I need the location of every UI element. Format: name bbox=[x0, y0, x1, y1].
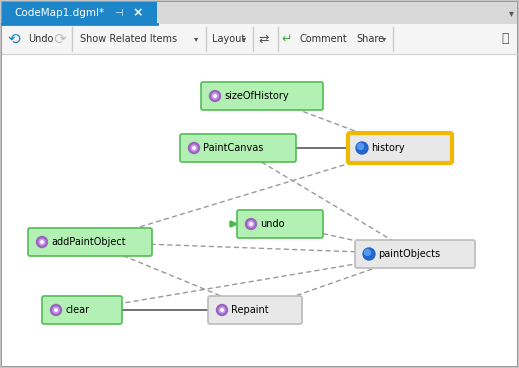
FancyBboxPatch shape bbox=[42, 296, 122, 324]
Text: ⇄: ⇄ bbox=[259, 32, 269, 46]
FancyBboxPatch shape bbox=[201, 82, 323, 110]
Text: Undo: Undo bbox=[28, 34, 53, 44]
FancyBboxPatch shape bbox=[208, 296, 302, 324]
Text: ▾: ▾ bbox=[382, 35, 386, 43]
Circle shape bbox=[250, 223, 252, 225]
Circle shape bbox=[221, 309, 223, 311]
Text: ▾: ▾ bbox=[509, 8, 513, 18]
FancyBboxPatch shape bbox=[237, 210, 323, 238]
Text: ▾: ▾ bbox=[242, 35, 246, 43]
FancyBboxPatch shape bbox=[180, 134, 296, 162]
Text: addPaintObject: addPaintObject bbox=[51, 237, 126, 247]
FancyBboxPatch shape bbox=[355, 240, 475, 268]
Text: history: history bbox=[371, 143, 405, 153]
FancyBboxPatch shape bbox=[2, 2, 157, 24]
Circle shape bbox=[245, 219, 256, 230]
Circle shape bbox=[216, 304, 227, 315]
Text: clear: clear bbox=[65, 305, 89, 315]
Text: ⊣: ⊣ bbox=[114, 8, 122, 18]
FancyBboxPatch shape bbox=[2, 24, 517, 54]
Text: ▾: ▾ bbox=[194, 35, 198, 43]
Text: ×: × bbox=[133, 7, 143, 20]
FancyBboxPatch shape bbox=[2, 54, 517, 366]
Circle shape bbox=[214, 95, 216, 97]
Circle shape bbox=[210, 91, 221, 102]
Circle shape bbox=[212, 93, 218, 99]
Circle shape bbox=[248, 221, 254, 227]
Circle shape bbox=[191, 145, 197, 151]
Text: ⛶: ⛶ bbox=[501, 32, 509, 46]
Text: ↵: ↵ bbox=[282, 32, 292, 46]
Text: paintObjects: paintObjects bbox=[378, 249, 440, 259]
FancyBboxPatch shape bbox=[28, 228, 152, 256]
Text: sizeOfHistory: sizeOfHistory bbox=[224, 91, 289, 101]
Text: Share: Share bbox=[356, 34, 384, 44]
Text: Repaint: Repaint bbox=[231, 305, 269, 315]
Circle shape bbox=[39, 239, 45, 245]
Text: ⟳: ⟳ bbox=[53, 32, 66, 46]
Circle shape bbox=[36, 237, 48, 248]
Circle shape bbox=[41, 241, 43, 243]
FancyBboxPatch shape bbox=[348, 133, 452, 163]
Text: Comment: Comment bbox=[300, 34, 348, 44]
Text: PaintCanvas: PaintCanvas bbox=[203, 143, 263, 153]
Circle shape bbox=[219, 307, 225, 313]
Circle shape bbox=[358, 144, 363, 149]
Text: CodeMap1.dgml*: CodeMap1.dgml* bbox=[14, 8, 104, 18]
Circle shape bbox=[363, 248, 375, 260]
Text: undo: undo bbox=[260, 219, 284, 229]
Circle shape bbox=[55, 309, 57, 311]
Text: Show Related Items: Show Related Items bbox=[80, 34, 177, 44]
Text: Layout: Layout bbox=[212, 34, 245, 44]
Circle shape bbox=[188, 142, 199, 153]
Circle shape bbox=[356, 142, 368, 154]
Circle shape bbox=[364, 250, 371, 255]
FancyBboxPatch shape bbox=[2, 2, 517, 24]
Circle shape bbox=[53, 307, 59, 313]
Text: ⟲: ⟲ bbox=[8, 32, 20, 46]
Circle shape bbox=[50, 304, 61, 315]
Circle shape bbox=[193, 147, 195, 149]
